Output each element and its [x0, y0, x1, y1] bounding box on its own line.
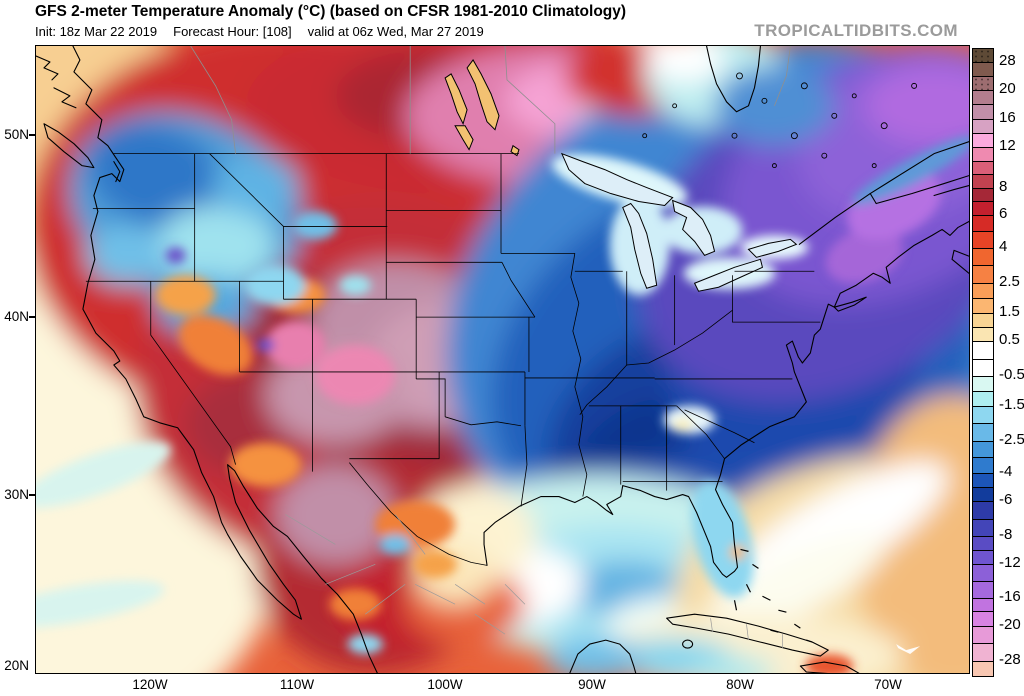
colorbar-label: 16 [999, 109, 1016, 127]
colorbar-segment [973, 174, 993, 188]
colorbar-segment [973, 501, 993, 519]
colorbar-segment [973, 536, 993, 550]
colorbar-segment [973, 230, 993, 248]
state-borders [85, 153, 821, 566]
colorbar-label: -2.5 [999, 430, 1024, 448]
colorbar-segment [973, 312, 993, 328]
colorbar-segment [973, 518, 993, 537]
colorbar-segment [973, 200, 993, 215]
lat-label: 50N [4, 127, 29, 142]
bahamas-islands [733, 548, 813, 643]
colorbar-segment [973, 265, 993, 284]
colorbar-segment [973, 75, 993, 90]
colorbar-segment [973, 89, 993, 105]
colorbar-segment [973, 283, 993, 298]
anomaly-field-detail [36, 136, 969, 673]
colorbar-label: 20 [999, 79, 1016, 97]
lon-label: 100W [427, 677, 463, 692]
colorbar-label: 6 [999, 204, 1008, 222]
lat-tick [29, 316, 35, 318]
coastlines [36, 46, 969, 673]
lon-label: 70W [874, 677, 902, 692]
colorbar-segment [973, 456, 993, 473]
lon-label: 120W [132, 677, 168, 692]
colorbar-label: 2.5 [999, 273, 1020, 291]
map-graphic [36, 46, 969, 673]
colorbar-segment [973, 247, 993, 266]
colorbar-label: 1.5 [999, 302, 1020, 320]
colorbar-segment [973, 440, 993, 457]
colorbar-label: -12 [999, 554, 1021, 572]
colorbar-segment [973, 62, 993, 76]
colorbar-segment [973, 611, 993, 626]
colorbar-label: -28 [999, 650, 1021, 668]
run-info: Init: 18z Mar 22 2019 Forecast Hour: [10… [35, 24, 484, 39]
valid-time: valid at 06z Wed, Mar 27 2019 [307, 24, 484, 39]
colorbar-segment [973, 423, 993, 441]
colorbar-label: 28 [999, 52, 1016, 70]
colorbar-label: 12 [999, 137, 1016, 155]
colorbar-segment [973, 119, 993, 133]
colorbar-segment [973, 104, 993, 120]
colorbar-segment [973, 376, 993, 391]
colorbar-label: 8 [999, 177, 1008, 195]
forecast-hour: Forecast Hour: [108] [173, 24, 292, 39]
colorbar-segment [973, 187, 993, 201]
colorbar-segment [973, 341, 993, 359]
manitoba-lakes [444, 59, 520, 157]
mexico-state-borders [285, 514, 783, 649]
anomaly-map [35, 45, 970, 674]
colorbar-segment [973, 297, 993, 313]
colorbar-segment [973, 327, 993, 342]
lat-label: 30N [4, 487, 29, 502]
small-lakes [642, 72, 918, 169]
lat-label: 40N [4, 309, 29, 324]
colorbar-segment [973, 147, 993, 161]
colorbar-segment [973, 486, 993, 502]
colorbar-label: -8 [999, 526, 1013, 544]
colorbar-segment [973, 597, 993, 612]
colorbar-segment [973, 472, 993, 487]
colorbar-label: -16 [999, 587, 1021, 605]
colorbar-segment [973, 564, 993, 581]
init-time: Init: 18z Mar 22 2019 [35, 24, 158, 39]
colorbar-segment [973, 160, 993, 175]
lat-tick [29, 494, 35, 496]
colorbar-segment [973, 580, 993, 598]
colorbar-label: 4 [999, 237, 1008, 255]
colorbar-label: -20 [999, 615, 1021, 633]
colorbar-segment [973, 214, 993, 231]
lon-label: 80W [726, 677, 754, 692]
colorbar-segment [973, 49, 993, 63]
colorbar [972, 48, 994, 677]
colorbar-segment [973, 660, 993, 676]
colorbar-label: -1.5 [999, 395, 1024, 413]
page-title: GFS 2-meter Temperature Anomaly (°C) (ba… [35, 3, 627, 20]
colorbar-label: -0.5 [999, 366, 1024, 384]
colorbar-segment [973, 643, 993, 661]
lat-tick [29, 134, 35, 136]
colorbar-segment [973, 549, 993, 565]
colorbar-label: 0.5 [999, 331, 1020, 349]
anomaly-field-large [36, 46, 969, 673]
colorbar-label: -4 [999, 462, 1013, 480]
colorbar-segment [973, 358, 993, 377]
lat-label: 20N [4, 658, 29, 673]
colorbar-label: -6 [999, 491, 1013, 509]
colorbar-segment [973, 390, 993, 406]
lon-label: 110W [279, 677, 315, 692]
lon-label: 90W [578, 677, 606, 692]
colorbar-segment [973, 625, 993, 644]
colorbar-segment [973, 405, 993, 424]
province-borders [190, 46, 791, 154]
site-watermark: TROPICALTIDBITS.COM [754, 21, 958, 40]
map-logo-glyph [896, 644, 921, 655]
colorbar-segment [973, 133, 993, 148]
great-lakes [560, 152, 798, 292]
